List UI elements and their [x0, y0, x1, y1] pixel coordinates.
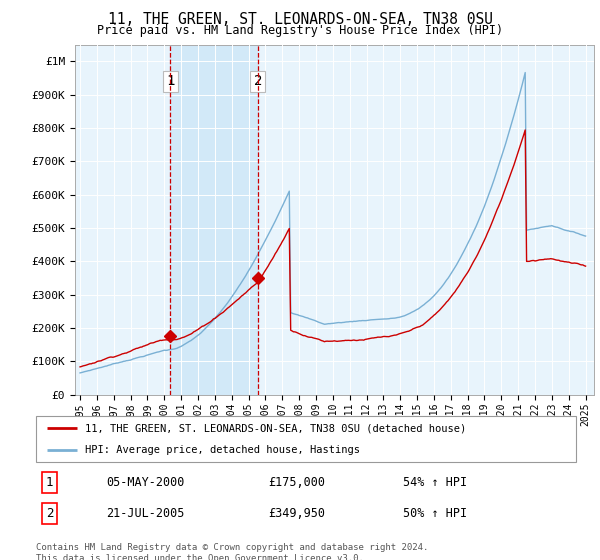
Text: HPI: Average price, detached house, Hastings: HPI: Average price, detached house, Hast… — [85, 445, 359, 455]
Bar — [170, 45, 258, 395]
Text: £349,950: £349,950 — [268, 507, 325, 520]
Text: 50% ↑ HPI: 50% ↑ HPI — [403, 507, 467, 520]
Text: 11, THE GREEN, ST. LEONARDS-ON-SEA, TN38 0SU: 11, THE GREEN, ST. LEONARDS-ON-SEA, TN38… — [107, 12, 493, 27]
Text: 1: 1 — [46, 476, 53, 489]
Text: 2: 2 — [46, 507, 53, 520]
Text: £175,000: £175,000 — [268, 476, 325, 489]
Text: 11, THE GREEN, ST. LEONARDS-ON-SEA, TN38 0SU (detached house): 11, THE GREEN, ST. LEONARDS-ON-SEA, TN38… — [85, 423, 466, 433]
Text: Price paid vs. HM Land Registry's House Price Index (HPI): Price paid vs. HM Land Registry's House … — [97, 24, 503, 37]
FancyBboxPatch shape — [36, 416, 576, 462]
Text: 1: 1 — [166, 74, 175, 88]
Text: 21-JUL-2005: 21-JUL-2005 — [106, 507, 185, 520]
Text: 05-MAY-2000: 05-MAY-2000 — [106, 476, 185, 489]
Text: 2: 2 — [254, 74, 262, 88]
Text: Contains HM Land Registry data © Crown copyright and database right 2024.
This d: Contains HM Land Registry data © Crown c… — [36, 543, 428, 560]
Text: 54% ↑ HPI: 54% ↑ HPI — [403, 476, 467, 489]
